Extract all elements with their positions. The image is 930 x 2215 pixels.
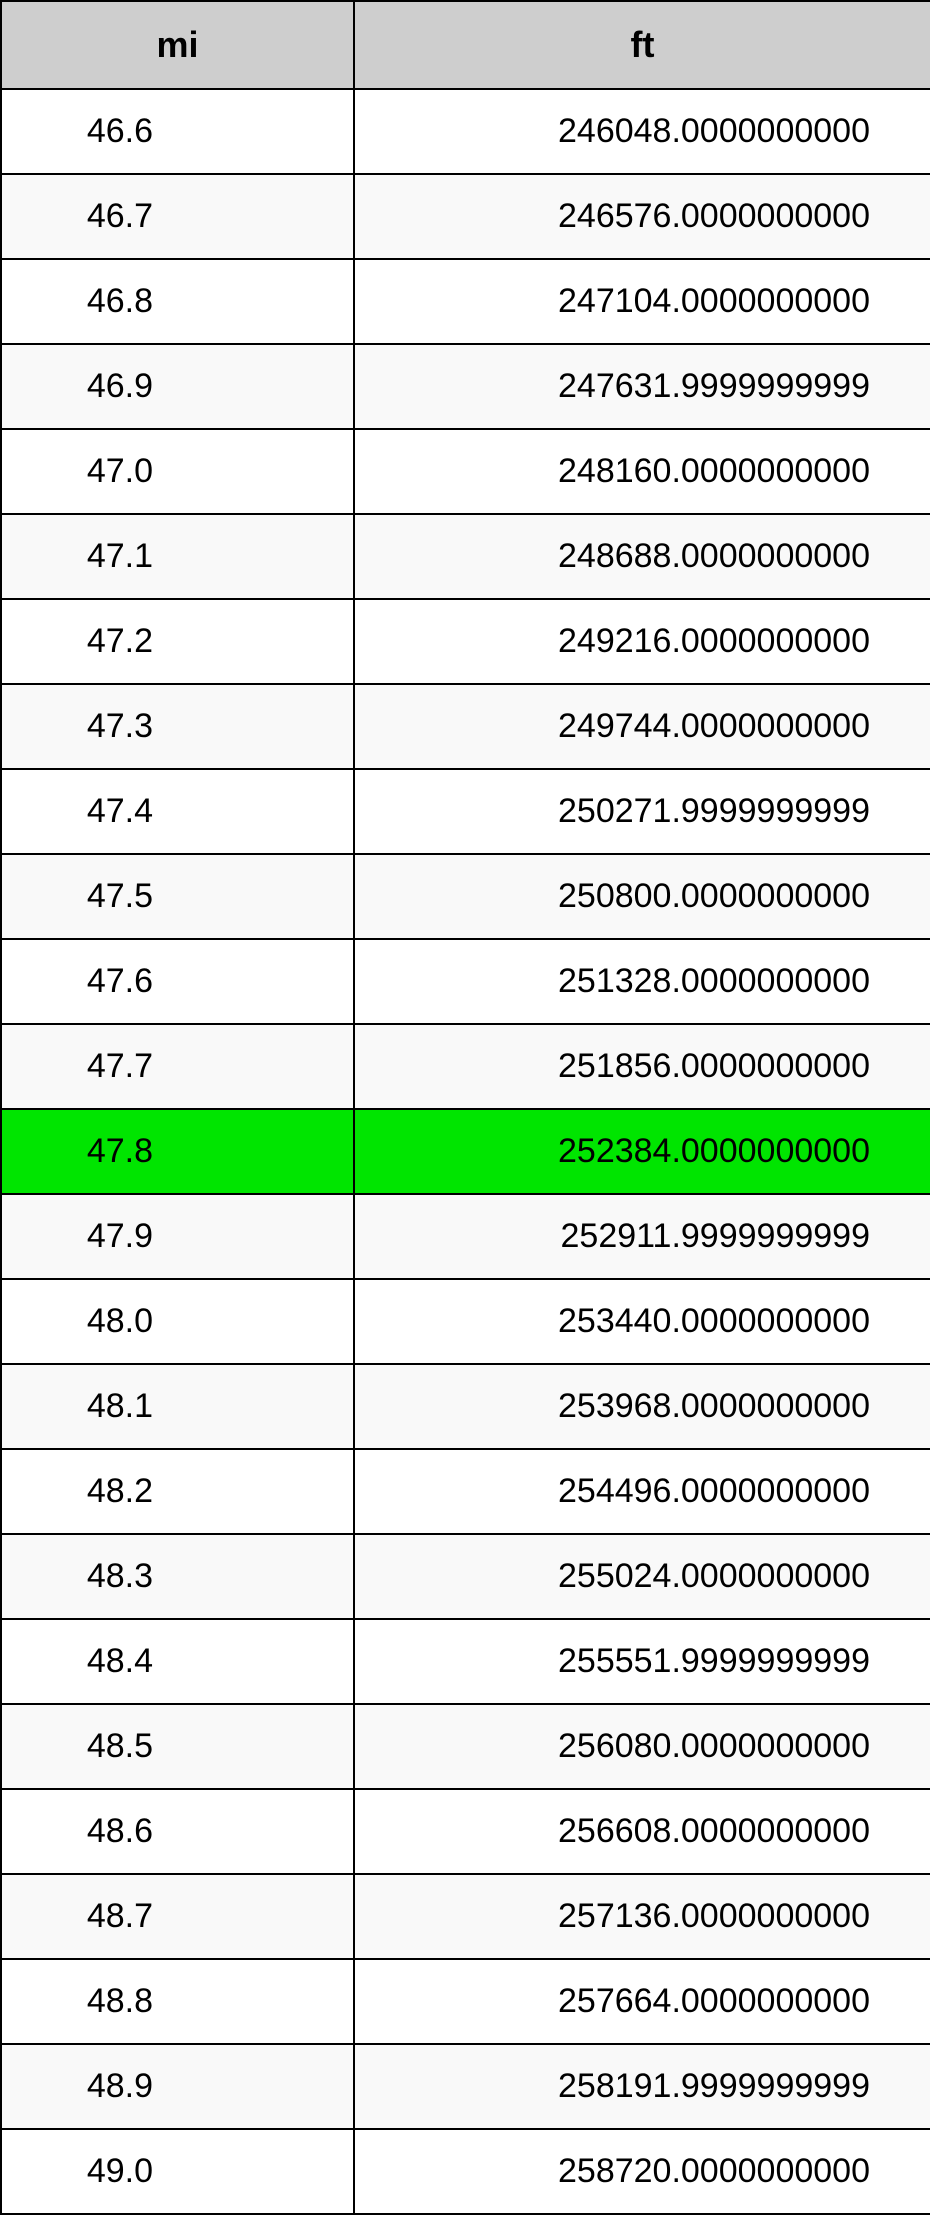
- table-row: 48.8257664.0000000000: [1, 1959, 930, 2044]
- table-row: 48.9258191.9999999999: [1, 2044, 930, 2129]
- table-row: 46.8247104.0000000000: [1, 259, 930, 344]
- cell-mi: 46.7: [1, 174, 354, 259]
- cell-mi: 48.1: [1, 1364, 354, 1449]
- cell-mi: 49.0: [1, 2129, 354, 2214]
- cell-mi: 47.9: [1, 1194, 354, 1279]
- cell-mi: 48.9: [1, 2044, 354, 2129]
- cell-mi: 48.4: [1, 1619, 354, 1704]
- cell-ft: 247104.0000000000: [354, 259, 930, 344]
- table-row: 48.3255024.0000000000: [1, 1534, 930, 1619]
- table-row: 46.9247631.9999999999: [1, 344, 930, 429]
- table-row: 47.8252384.0000000000: [1, 1109, 930, 1194]
- table-row: 47.2249216.0000000000: [1, 599, 930, 684]
- cell-mi: 46.6: [1, 89, 354, 174]
- cell-ft: 258720.0000000000: [354, 2129, 930, 2214]
- table-row: 47.4250271.9999999999: [1, 769, 930, 854]
- cell-ft: 250800.0000000000: [354, 854, 930, 939]
- table-header-row: mi ft: [1, 1, 930, 89]
- table-row: 48.5256080.0000000000: [1, 1704, 930, 1789]
- table-row: 47.1248688.0000000000: [1, 514, 930, 599]
- cell-ft: 251856.0000000000: [354, 1024, 930, 1109]
- cell-mi: 48.3: [1, 1534, 354, 1619]
- cell-mi: 48.0: [1, 1279, 354, 1364]
- cell-mi: 47.3: [1, 684, 354, 769]
- cell-ft: 257664.0000000000: [354, 1959, 930, 2044]
- table-row: 48.7257136.0000000000: [1, 1874, 930, 1959]
- cell-mi: 47.7: [1, 1024, 354, 1109]
- cell-ft: 258191.9999999999: [354, 2044, 930, 2129]
- table-row: 48.2254496.0000000000: [1, 1449, 930, 1534]
- cell-mi: 48.2: [1, 1449, 354, 1534]
- table-row: 47.5250800.0000000000: [1, 854, 930, 939]
- cell-mi: 47.4: [1, 769, 354, 854]
- table-row: 48.1253968.0000000000: [1, 1364, 930, 1449]
- table-row: 47.9252911.9999999999: [1, 1194, 930, 1279]
- cell-mi: 47.6: [1, 939, 354, 1024]
- cell-ft: 256080.0000000000: [354, 1704, 930, 1789]
- cell-ft: 251328.0000000000: [354, 939, 930, 1024]
- cell-mi: 46.8: [1, 259, 354, 344]
- cell-ft: 246576.0000000000: [354, 174, 930, 259]
- table-row: 47.6251328.0000000000: [1, 939, 930, 1024]
- cell-mi: 47.5: [1, 854, 354, 939]
- cell-ft: 253440.0000000000: [354, 1279, 930, 1364]
- cell-ft: 246048.0000000000: [354, 89, 930, 174]
- cell-ft: 247631.9999999999: [354, 344, 930, 429]
- table-row: 49.0258720.0000000000: [1, 2129, 930, 2214]
- column-header-ft: ft: [354, 1, 930, 89]
- cell-ft: 252911.9999999999: [354, 1194, 930, 1279]
- cell-mi: 48.5: [1, 1704, 354, 1789]
- cell-mi: 47.8: [1, 1109, 354, 1194]
- cell-ft: 254496.0000000000: [354, 1449, 930, 1534]
- cell-ft: 249744.0000000000: [354, 684, 930, 769]
- table-row: 48.6256608.0000000000: [1, 1789, 930, 1874]
- cell-mi: 47.2: [1, 599, 354, 684]
- table-row: 48.0253440.0000000000: [1, 1279, 930, 1364]
- cell-mi: 47.0: [1, 429, 354, 514]
- cell-ft: 248160.0000000000: [354, 429, 930, 514]
- cell-mi: 46.9: [1, 344, 354, 429]
- cell-ft: 257136.0000000000: [354, 1874, 930, 1959]
- conversion-table: mi ft 46.6246048.000000000046.7246576.00…: [0, 0, 930, 2215]
- cell-ft: 250271.9999999999: [354, 769, 930, 854]
- table-row: 47.7251856.0000000000: [1, 1024, 930, 1109]
- cell-ft: 252384.0000000000: [354, 1109, 930, 1194]
- cell-ft: 255551.9999999999: [354, 1619, 930, 1704]
- cell-ft: 249216.0000000000: [354, 599, 930, 684]
- table-row: 47.3249744.0000000000: [1, 684, 930, 769]
- table-row: 47.0248160.0000000000: [1, 429, 930, 514]
- table-row: 46.7246576.0000000000: [1, 174, 930, 259]
- table-body: 46.6246048.000000000046.7246576.00000000…: [1, 89, 930, 2214]
- cell-mi: 47.1: [1, 514, 354, 599]
- cell-mi: 48.6: [1, 1789, 354, 1874]
- cell-ft: 253968.0000000000: [354, 1364, 930, 1449]
- table-row: 48.4255551.9999999999: [1, 1619, 930, 1704]
- column-header-mi: mi: [1, 1, 354, 89]
- cell-ft: 255024.0000000000: [354, 1534, 930, 1619]
- table-row: 46.6246048.0000000000: [1, 89, 930, 174]
- cell-mi: 48.7: [1, 1874, 354, 1959]
- cell-ft: 256608.0000000000: [354, 1789, 930, 1874]
- cell-mi: 48.8: [1, 1959, 354, 2044]
- cell-ft: 248688.0000000000: [354, 514, 930, 599]
